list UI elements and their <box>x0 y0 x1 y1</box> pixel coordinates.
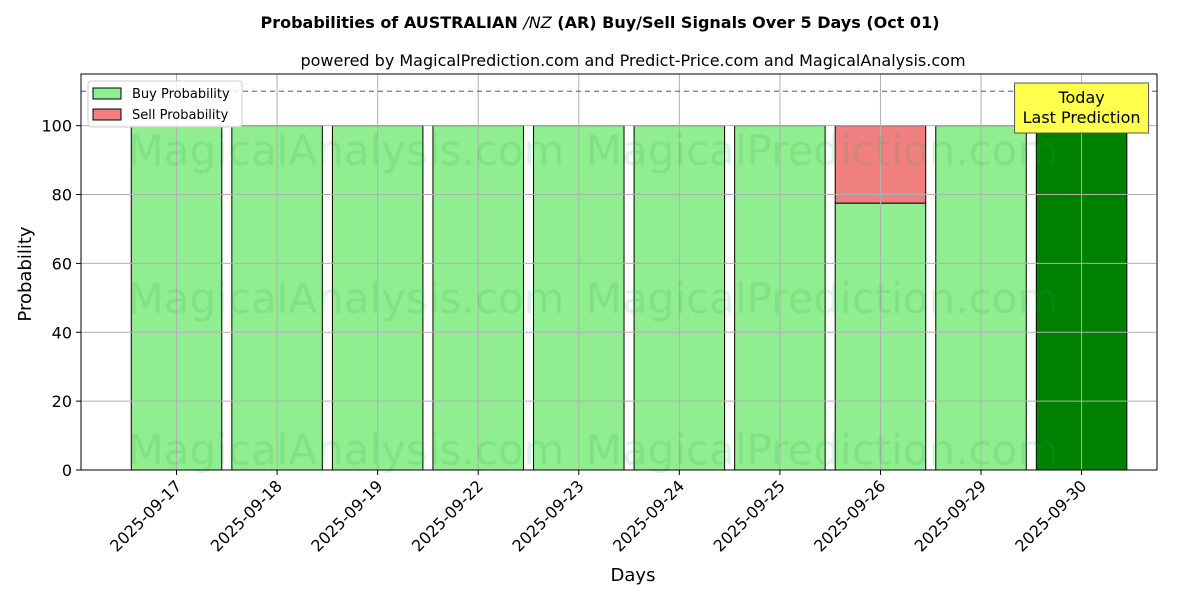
y-tick-label: 100 <box>41 117 72 136</box>
annotation-box <box>1014 82 1150 134</box>
watermark: MagicalPrediction.com <box>586 126 1059 175</box>
title-italic: /NZ <box>521 13 552 32</box>
annotation-line2: Last Prediction <box>1023 108 1141 127</box>
legend-box <box>87 80 243 128</box>
watermark: MagicalAnalysis.com <box>128 274 565 323</box>
x-tick-label: 2025-09-25 <box>710 476 789 555</box>
chart-title: Probabilities of AUSTRALIAN /NZ (AR) Buy… <box>260 13 939 32</box>
x-tick-label: 2025-09-26 <box>810 476 889 555</box>
x-tick-label: 2025-09-22 <box>408 476 487 555</box>
y-tick-label: 20 <box>52 392 72 411</box>
plot-frame <box>80 73 1158 471</box>
x-axis-label: Days <box>611 565 656 586</box>
x-tick-label: 2025-09-30 <box>1011 476 1090 555</box>
x-tick-label: 2025-09-24 <box>609 476 688 555</box>
y-axis-label: Probability <box>15 226 36 321</box>
watermark: MagicalAnalysis.com <box>128 126 565 175</box>
legend-swatch <box>92 87 122 100</box>
watermark: MagicalPrediction.com <box>586 274 1059 323</box>
x-tick-label: 2025-09-18 <box>207 476 286 555</box>
legend: Buy Probability Sell Probability <box>87 80 243 128</box>
x-tick-label: 2025-09-17 <box>106 476 185 555</box>
annotation-line1: Today <box>1057 88 1104 107</box>
title-suffix: (AR) Buy/Sell Signals Over 5 Days (Oct 0… <box>552 13 940 32</box>
chart-subtitle: powered by MagicalPrediction.com and Pre… <box>300 51 965 70</box>
y-tick-label: 0 <box>62 461 72 480</box>
legend-swatch <box>92 108 122 121</box>
y-tick-label: 40 <box>52 323 72 342</box>
watermark: MagicalPrediction.com <box>586 425 1059 474</box>
x-tick-label: 2025-09-23 <box>508 476 587 555</box>
plot-area: MagicalAnalysis.com MagicalPrediction.com… <box>41 73 1158 556</box>
y-tick-label: 60 <box>52 254 72 273</box>
watermark: MagicalAnalysis.com <box>128 425 565 474</box>
legend-label: Sell Probability <box>132 108 229 123</box>
title-prefix: Probabilities of AUSTRALIAN <box>260 13 523 32</box>
x-tick-label: 2025-09-19 <box>307 476 386 555</box>
y-tick-label: 80 <box>52 186 72 205</box>
legend-label: Buy Probability <box>132 87 230 102</box>
x-tick-label: 2025-09-29 <box>911 476 990 555</box>
